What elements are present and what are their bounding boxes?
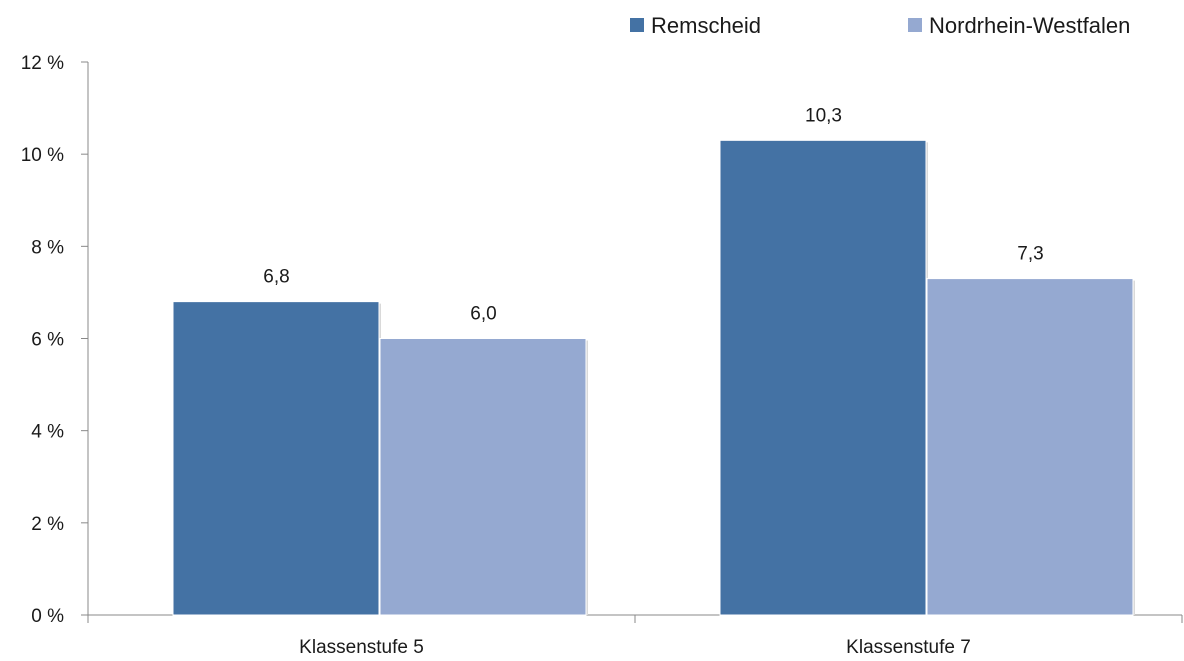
axes: 0 % 2 % 4 % 6 % 8 % 10 % 12 % Klassenstufe 5 Kla… [21,53,1183,658]
bar [379,338,587,616]
legend-swatch [630,18,644,32]
bar [719,139,927,616]
legend-swatch [908,18,922,32]
x-category-label: Klassenstufe 7 [846,637,971,658]
bars [172,139,1135,616]
y-tick-label: 4 % [31,422,64,443]
value-labels: 6,8 6,0 10,3 7,3 [263,105,1043,324]
legend: Remscheid Nordrhein-Westfalen [630,13,1130,38]
y-tick-label: 6 % [31,330,64,351]
x-category-label: Klassenstufe 5 [299,637,424,658]
bar [172,301,380,616]
data-label: 6,0 [470,304,496,325]
legend-label: Nordrhein-Westfalen [929,13,1130,38]
y-tick-label: 2 % [31,514,64,535]
legend-label: Remscheid [651,13,761,38]
y-tick-label: 0 % [31,606,64,627]
data-label: 10,3 [805,105,842,126]
data-label: 6,8 [263,267,289,288]
data-label: 7,3 [1017,244,1043,265]
bar [926,278,1134,616]
y-tick-label: 10 % [21,145,64,166]
y-tick-label: 8 % [31,237,64,258]
y-tick-label: 12 % [21,53,64,74]
